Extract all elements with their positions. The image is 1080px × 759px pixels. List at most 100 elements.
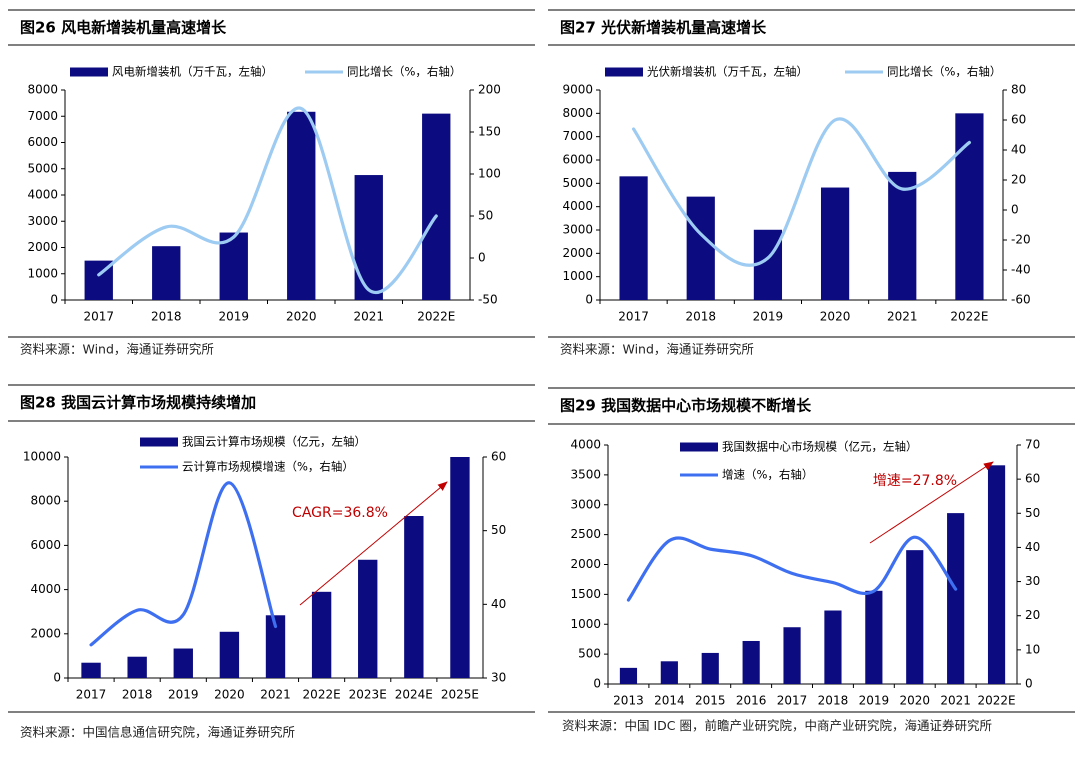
y2-tick-label: 40 bbox=[1011, 143, 1026, 157]
series-line bbox=[89, 481, 278, 647]
chart-title: 图26 风电新增装机量高速增长 bbox=[20, 19, 227, 37]
bar bbox=[422, 113, 451, 300]
legend-swatch bbox=[680, 442, 718, 452]
y2-tick-label: 30 bbox=[491, 671, 506, 685]
y-tick-label: 1000 bbox=[570, 617, 601, 631]
y-tick-label: 8000 bbox=[30, 494, 61, 508]
chart-title: 图28 我国云计算市场规模持续增加 bbox=[20, 394, 256, 412]
y-tick-label: 1000 bbox=[562, 269, 593, 283]
x-tick-label: 2020 bbox=[286, 310, 317, 324]
y2-tick-label: -50 bbox=[478, 293, 498, 307]
legend-label: 光伏新增装机（万千瓦，左轴） bbox=[647, 65, 808, 79]
source-note: 资料来源：Wind，海通证券研究所 bbox=[560, 342, 754, 357]
legend-label: 风电新增装机（万千瓦，左轴） bbox=[112, 65, 273, 79]
series-line bbox=[97, 106, 438, 295]
y-tick-label: 2000 bbox=[562, 246, 593, 260]
bar bbox=[287, 111, 316, 300]
y-tick-label: 4000 bbox=[27, 188, 58, 202]
y-tick-label: 3000 bbox=[562, 223, 593, 237]
y2-tick-label: 150 bbox=[478, 125, 501, 139]
y2-tick-label: 80 bbox=[1011, 83, 1026, 97]
bar bbox=[783, 627, 801, 684]
y2-tick-label: 50 bbox=[478, 209, 493, 223]
legend-label: 同比增长（%，右轴） bbox=[347, 65, 461, 79]
y-tick-label: 3500 bbox=[570, 467, 601, 481]
bar bbox=[660, 661, 678, 684]
y2-tick-label: -40 bbox=[1011, 263, 1031, 277]
y-tick-label: 6000 bbox=[562, 153, 593, 167]
y2-tick-label: 40 bbox=[491, 597, 506, 611]
y2-tick-label: 0 bbox=[1011, 203, 1019, 217]
x-tick-label: 2019 bbox=[753, 310, 784, 324]
y-tick-label: 8000 bbox=[27, 83, 58, 97]
source-note: 资料来源：中国信息通信研究院，海通证券研究所 bbox=[20, 725, 295, 740]
x-tick-label: 2025E bbox=[441, 688, 479, 702]
legend-swatch bbox=[605, 67, 643, 77]
x-tick-label: 2017 bbox=[618, 310, 649, 324]
y2-tick-label: 200 bbox=[478, 83, 501, 97]
bar bbox=[619, 667, 638, 684]
y-tick-label: 0 bbox=[50, 293, 58, 307]
x-tick-label: 2019 bbox=[168, 688, 199, 702]
legend-label: 云计算市场规模增速（%，右轴） bbox=[182, 460, 354, 474]
legend-label: 增速（%，右轴） bbox=[722, 468, 813, 482]
x-tick-label: 2021 bbox=[353, 310, 384, 324]
y-tick-label: 4000 bbox=[30, 582, 61, 596]
bar bbox=[358, 559, 378, 678]
y2-tick-label: 30 bbox=[1025, 574, 1040, 588]
bar bbox=[701, 652, 719, 684]
y2-tick-label: 20 bbox=[1025, 608, 1040, 622]
chart-title: 图27 光伏新增装机量高速增长 bbox=[560, 19, 767, 37]
x-tick-label: 2022E bbox=[303, 688, 341, 702]
bar bbox=[311, 591, 332, 678]
x-tick-label: 2020 bbox=[214, 688, 245, 702]
y-tick-label: 1000 bbox=[27, 266, 58, 280]
y-tick-label: 4000 bbox=[570, 438, 601, 452]
x-tick-label: 2018 bbox=[685, 310, 716, 324]
y2-tick-label: -20 bbox=[1011, 233, 1031, 247]
x-tick-label: 2020 bbox=[820, 310, 851, 324]
y2-tick-label: 50 bbox=[491, 523, 506, 537]
y2-tick-label: -60 bbox=[1011, 293, 1031, 307]
y-tick-label: 0 bbox=[53, 671, 61, 685]
y-tick-label: 7000 bbox=[27, 109, 58, 123]
y-tick-label: 5000 bbox=[562, 176, 593, 190]
series-line bbox=[626, 535, 958, 602]
x-tick-label: 2019 bbox=[218, 310, 249, 324]
x-tick-label: 2015 bbox=[695, 694, 726, 708]
x-tick-label: 2019 bbox=[859, 694, 890, 708]
bar bbox=[987, 465, 1006, 684]
bar bbox=[906, 550, 924, 684]
y2-tick-label: 40 bbox=[1025, 540, 1040, 554]
legend-label: 我国数据中心市场规模（亿元，左轴） bbox=[722, 440, 918, 454]
annotation-arrow bbox=[869, 461, 994, 544]
source-note: 资料来源：中国 IDC 圈，前瞻产业研究院，中商产业研究院，海通证券研究所 bbox=[562, 718, 992, 733]
x-tick-label: 2021 bbox=[260, 688, 291, 702]
annotation-arrow bbox=[299, 481, 448, 606]
y-tick-label: 0 bbox=[585, 293, 593, 307]
x-tick-label: 2022E bbox=[950, 310, 988, 324]
y-tick-label: 3000 bbox=[27, 214, 58, 228]
x-tick-label: 2022E bbox=[417, 310, 455, 324]
legend-swatch bbox=[140, 437, 178, 447]
legend-swatch bbox=[70, 67, 108, 77]
y-tick-label: 8000 bbox=[562, 106, 593, 120]
annotation: CAGR=36.8% bbox=[292, 505, 388, 521]
x-tick-label: 2017 bbox=[83, 310, 114, 324]
bar bbox=[152, 246, 181, 300]
bar bbox=[686, 196, 715, 300]
bar bbox=[219, 631, 240, 678]
bar bbox=[404, 516, 424, 678]
bar bbox=[824, 610, 842, 684]
x-tick-label: 2018 bbox=[151, 310, 182, 324]
x-tick-label: 2018 bbox=[122, 688, 153, 702]
y2-tick-label: 100 bbox=[478, 167, 501, 181]
y2-tick-label: 20 bbox=[1011, 173, 1026, 187]
x-tick-label: 2020 bbox=[899, 694, 930, 708]
bar bbox=[265, 615, 286, 678]
bar bbox=[888, 171, 917, 300]
x-tick-label: 2016 bbox=[736, 694, 767, 708]
y-tick-label: 7000 bbox=[562, 129, 593, 143]
y-tick-label: 6000 bbox=[30, 538, 61, 552]
